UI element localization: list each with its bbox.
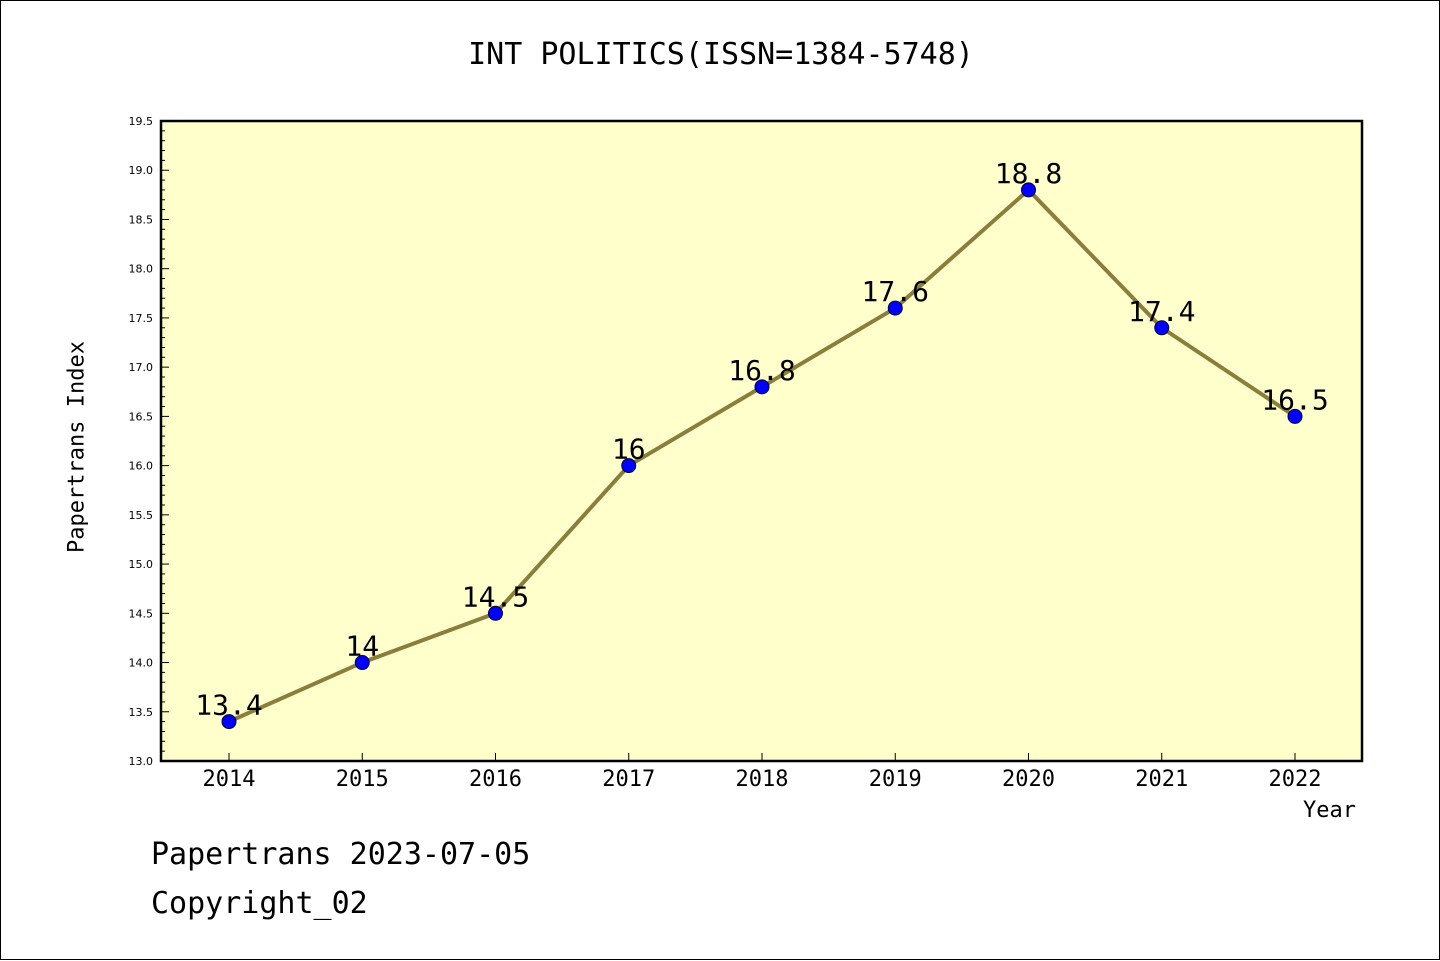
x-tick-label: 2022: [1269, 767, 1322, 792]
y-tick-label: 18.0: [129, 263, 154, 276]
y-tick-label: 14.5: [129, 607, 154, 620]
y-tick-label: 16.5: [129, 410, 154, 423]
data-label: 17.4: [1128, 295, 1195, 328]
x-tick-label: 2017: [602, 767, 655, 792]
x-tick-label: 2016: [469, 767, 522, 792]
y-tick-label: 13.0: [129, 755, 154, 768]
x-tick-label: 2018: [736, 767, 789, 792]
data-label: 14.5: [462, 580, 529, 613]
data-point: [1154, 320, 1170, 336]
data-point: [221, 714, 237, 730]
data-point: [354, 655, 370, 671]
footer-copyright: Copyright_02: [151, 886, 368, 921]
y-tick-label: 15.0: [129, 558, 154, 571]
footer-date: Papertrans 2023-07-05: [151, 837, 531, 872]
x-tick-label: 2021: [1135, 767, 1188, 792]
x-tick-label: 2014: [203, 767, 256, 792]
y-tick-label: 15.5: [129, 509, 154, 522]
x-axis-label: Year: [1303, 798, 1356, 823]
y-tick-label: 19.5: [129, 115, 154, 128]
x-tick-label: 2020: [1002, 767, 1055, 792]
y-tick-label: 17.0: [129, 361, 154, 374]
y-tick-label: 19.0: [129, 164, 154, 177]
plot-area: [161, 121, 1362, 761]
data-label: 16.8: [728, 354, 795, 387]
data-label: 18.8: [995, 157, 1062, 190]
y-tick-label: 13.5: [129, 706, 154, 719]
data-label: 16.5: [1261, 383, 1328, 416]
data-point: [621, 458, 637, 474]
data-label: 14: [345, 630, 379, 663]
y-axis-label: Papertrans Index: [64, 341, 90, 553]
y-tick-label: 17.5: [129, 312, 154, 325]
data-point: [1021, 182, 1036, 198]
data-label: 17.6: [862, 275, 929, 308]
data-point: [1287, 408, 1303, 424]
x-tick-label: 2015: [336, 767, 389, 792]
data-point: [754, 379, 770, 395]
data-point: [887, 300, 903, 316]
y-tick-label: 14.0: [129, 657, 154, 670]
data-label: 16: [612, 433, 646, 466]
chart-title: INT POLITICS(ISSN=1384-5748): [468, 37, 974, 72]
x-tick-label: 2019: [869, 767, 922, 792]
data-point: [488, 605, 503, 621]
plot-border: [159, 119, 1364, 763]
data-label: 13.4: [195, 689, 262, 722]
y-tick-label: 18.5: [129, 213, 154, 226]
y-tick-label: 16.0: [129, 460, 154, 473]
